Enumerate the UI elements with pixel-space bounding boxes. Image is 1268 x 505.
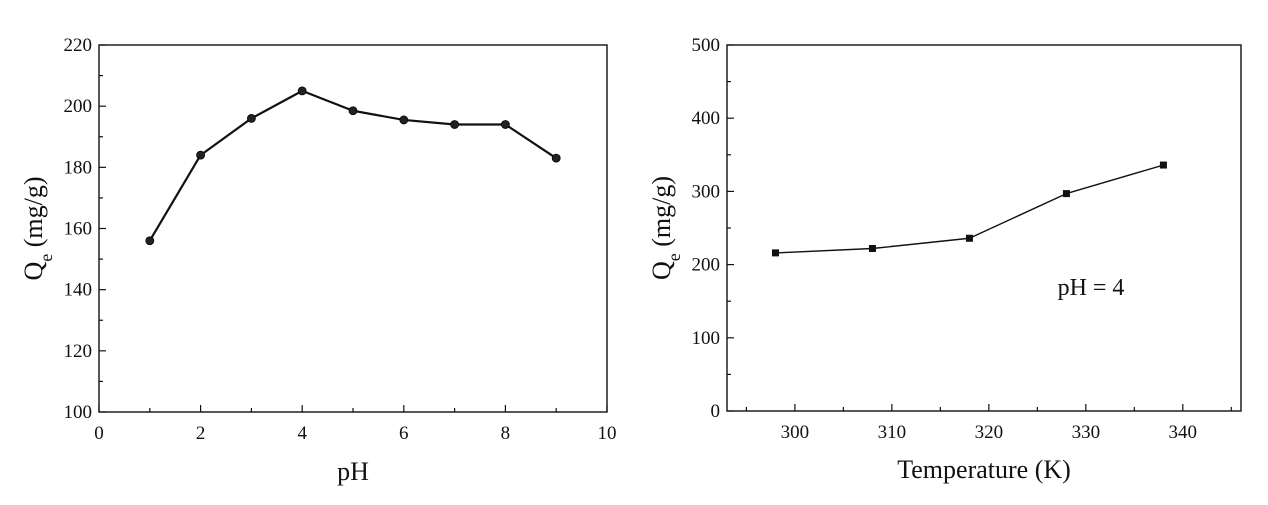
y-tick-label: 100: [692, 328, 721, 349]
data-point: [450, 120, 460, 129]
data-point: [196, 150, 206, 160]
data-point: [399, 115, 409, 125]
data-point: [297, 86, 307, 96]
y-tick-label: 160: [64, 219, 93, 240]
plot-frame: [98, 44, 608, 413]
y-tick-label: 180: [64, 157, 93, 178]
y-tick-label: 120: [64, 341, 93, 362]
y-tick-label: 140: [64, 280, 93, 301]
data-point: [348, 106, 358, 116]
data-point: [771, 249, 779, 257]
y-axis-label: Qe (mg/g): [19, 176, 56, 280]
x-tick-label: 2: [196, 423, 206, 444]
x-axis-label: Temperature (K): [897, 455, 1071, 484]
y-tick-label: 300: [692, 181, 721, 202]
x-tick-label: 310: [878, 422, 907, 443]
x-tick-label: 6: [399, 423, 409, 444]
data-point: [145, 236, 155, 246]
data-point: [551, 153, 561, 163]
y-tick-label: 220: [64, 35, 93, 56]
data-point: [500, 120, 510, 129]
plot-frame: [726, 44, 1242, 412]
x-tick-label: 340: [1169, 422, 1198, 443]
x-tick-label: 0: [94, 423, 104, 444]
y-tick-label: 200: [692, 255, 721, 276]
x-tick-label: 4: [297, 423, 307, 444]
x-tick-label: 330: [1072, 422, 1101, 443]
y-tick-label: 100: [64, 402, 93, 423]
x-axis-label: pH: [337, 457, 369, 486]
y-tick-label: 400: [692, 108, 721, 129]
data-point: [868, 244, 876, 252]
y-tick-label: 500: [692, 35, 721, 56]
data-point: [246, 114, 256, 123]
x-tick-label: 300: [781, 422, 810, 443]
annotation-ph: pH = 4: [1058, 275, 1125, 301]
data-point: [965, 234, 973, 242]
data-point: [1062, 190, 1070, 198]
x-tick-label: 8: [501, 423, 511, 444]
y-axis-label: Qe (mg/g): [647, 176, 684, 280]
chart-temperature: 300 310 320 330 340 0 100 200 300 400 500 Temperatu…: [647, 35, 1242, 484]
chart-ph: 0 2 4 6 8 10 100 120 140 160 180 200 220 pH Qe (mg/g): [19, 35, 617, 486]
y-tick-label: 0: [711, 401, 721, 422]
data-point: [1159, 161, 1167, 169]
y-tick-label: 200: [64, 96, 93, 117]
x-tick-label: 10: [598, 423, 617, 444]
x-tick-label: 320: [975, 422, 1004, 443]
